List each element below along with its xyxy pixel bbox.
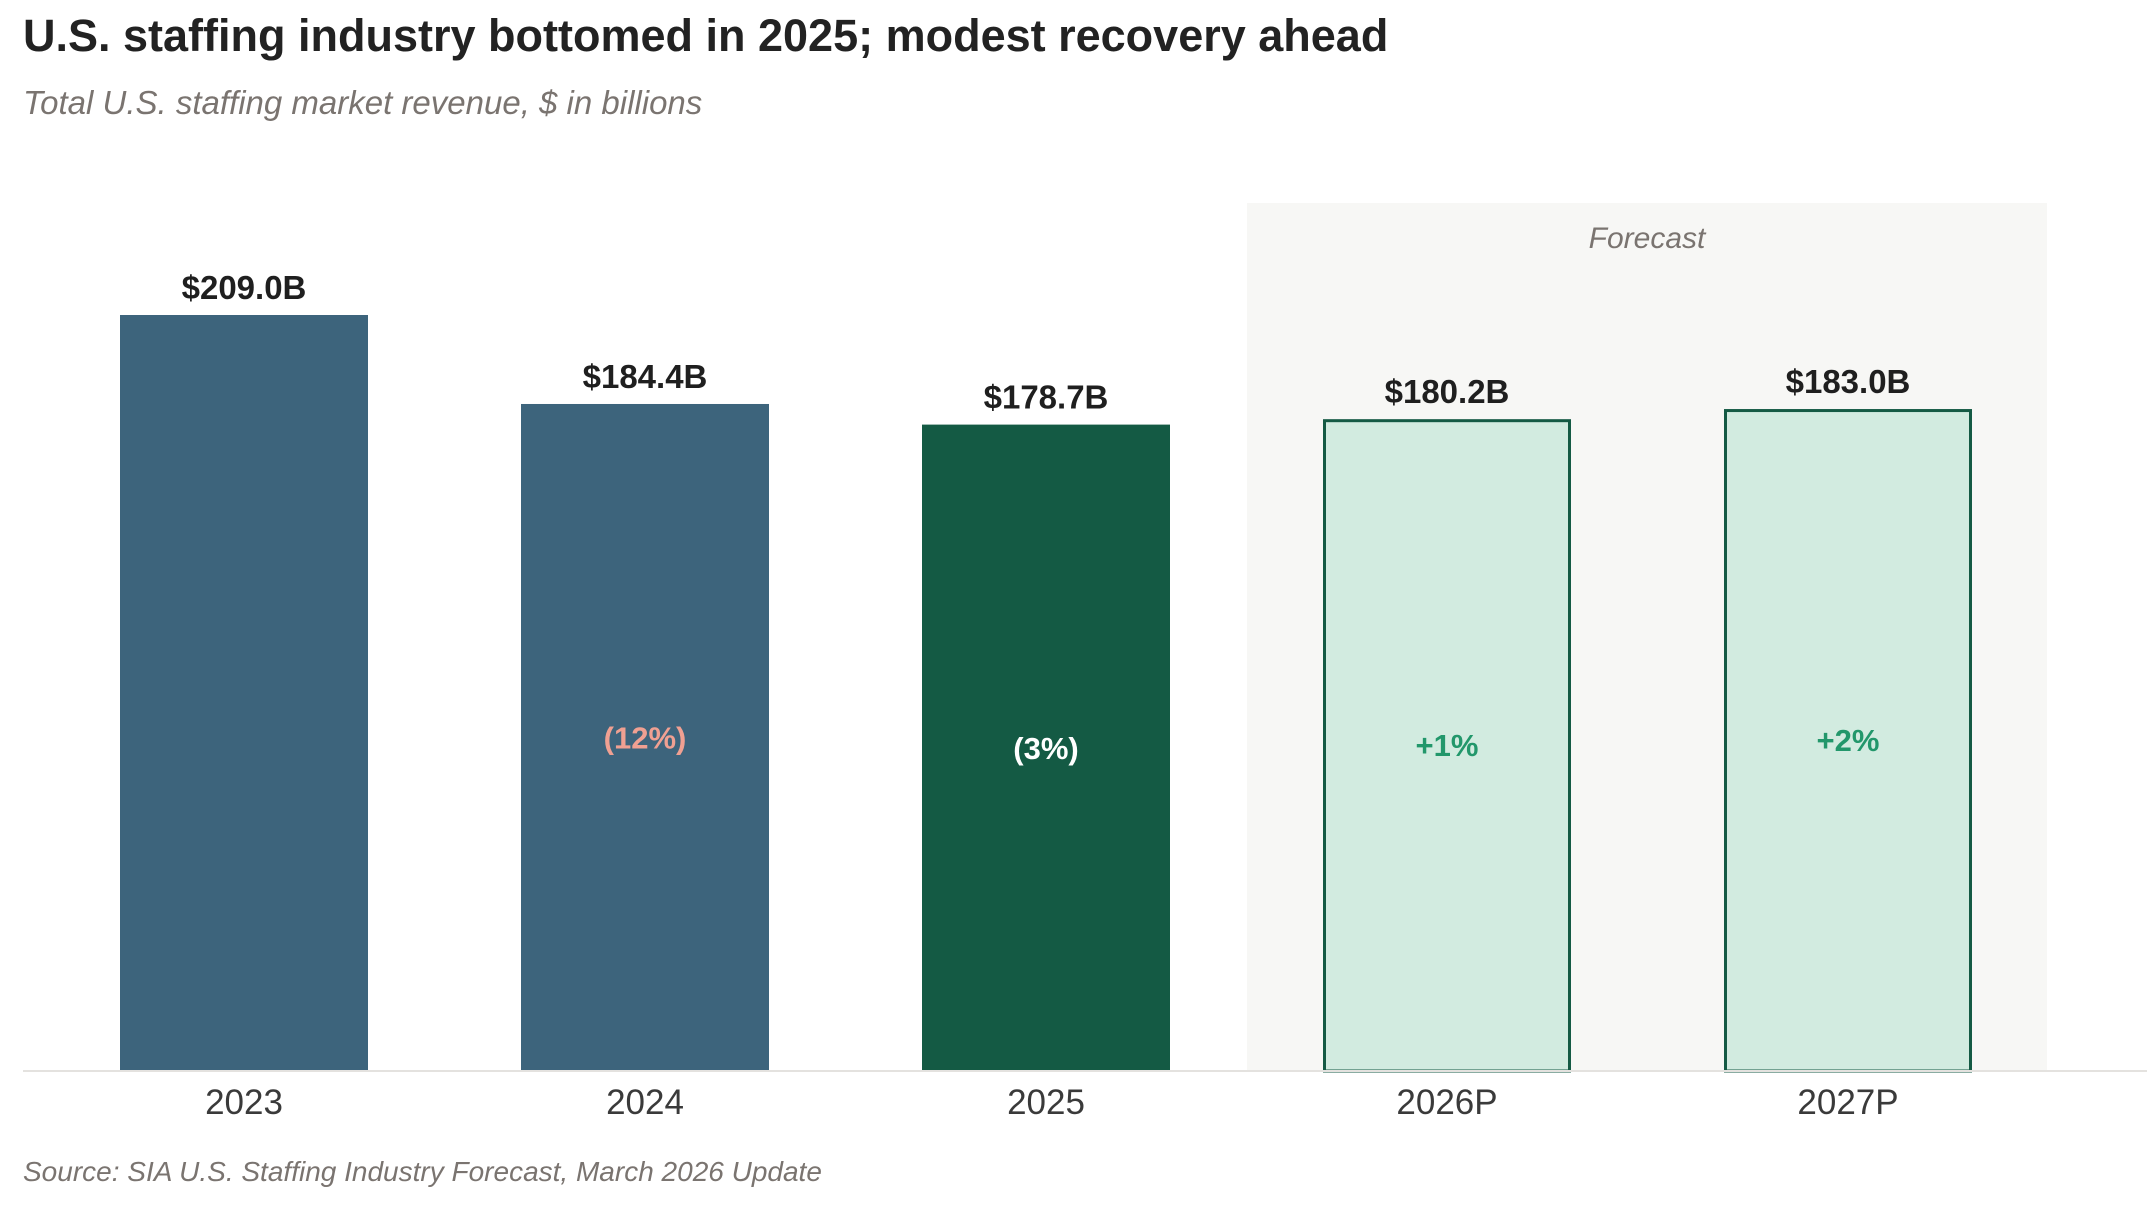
value-label-2027p: $183.0B [1786,363,1911,400]
x-tick-label-2024: 2024 [606,1083,684,1122]
change-label-2024: (12%) [604,720,687,755]
source-note: Source: SIA U.S. Staffing Industry Forec… [23,1156,822,1187]
x-tick-label-2027p: 2027P [1797,1083,1898,1122]
bar-2027p [1724,409,1972,1073]
change-label-2025: (3%) [1013,731,1078,766]
bar-2024 [521,403,769,1071]
value-label-2025: $178.7B [984,379,1109,416]
bars-group: $209.0B 2023 $184.4B (12%) 2024 $178.7B (3%) 20… [120,269,1972,1122]
chart-subtitle: Total U.S. staffing market revenue, $ in… [23,84,703,121]
chart-title: U.S. staffing industry bottomed in 2025;… [23,10,1389,61]
x-tick-label-2025: 2025 [1007,1083,1085,1122]
forecast-label: Forecast [1589,222,1707,255]
value-label-2023: $209.0B [182,269,307,306]
bar-2023 [120,315,368,1071]
x-tick-label-2023: 2023 [205,1083,283,1122]
x-tick-label-2026p: 2026P [1396,1083,1497,1122]
value-label-2026p: $180.2B [1385,373,1510,410]
change-label-2027p: +2% [1817,723,1880,758]
value-label-2024: $184.4B [583,358,708,395]
change-label-2026p: +1% [1416,728,1479,763]
bar-2025 [922,424,1170,1071]
bar-2026p [1323,419,1571,1073]
